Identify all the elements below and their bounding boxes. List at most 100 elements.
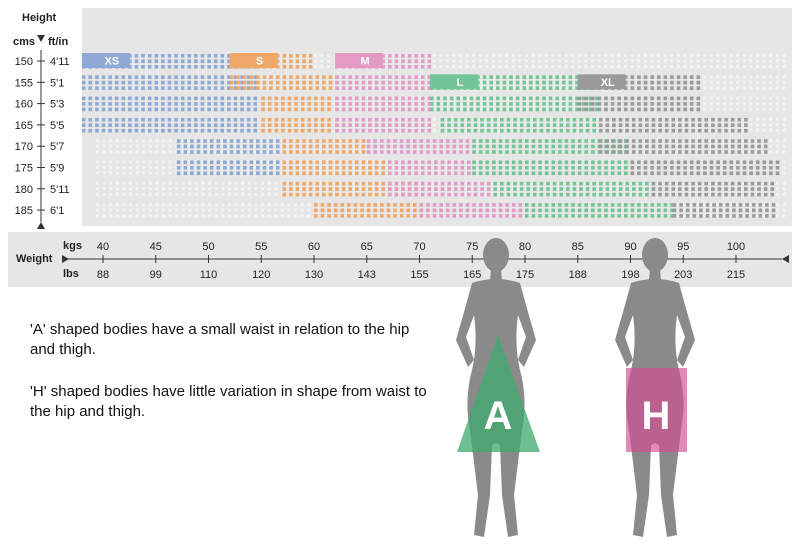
grid-dot xyxy=(782,86,786,90)
size-cell-xs xyxy=(246,86,251,90)
grid-dot xyxy=(96,214,99,218)
grid-dot xyxy=(736,107,740,111)
grid-dot xyxy=(300,181,304,185)
size-cell-l xyxy=(612,187,616,191)
grid-dot xyxy=(366,166,370,169)
size-cell-xs xyxy=(128,75,132,79)
grid-dot xyxy=(287,160,291,164)
size-cell-l xyxy=(670,203,674,207)
size-cell-s xyxy=(366,208,371,213)
size-cell-xl xyxy=(692,208,697,213)
size-cell-l xyxy=(539,123,544,127)
grid-dot xyxy=(261,150,264,154)
grid-dot xyxy=(228,208,231,212)
size-cell-xl xyxy=(717,150,722,154)
grid-dot xyxy=(558,80,561,84)
size-cell-xl xyxy=(763,144,768,149)
size-cell-xs xyxy=(154,86,159,90)
grid-dot xyxy=(709,59,713,63)
grid-dot xyxy=(142,187,146,191)
grid-dot xyxy=(742,102,746,106)
grid-dot xyxy=(492,54,495,57)
grid-dot xyxy=(247,139,251,143)
grid-dot xyxy=(498,54,502,57)
grid-dot xyxy=(294,171,297,175)
size-cell-xs xyxy=(223,166,227,170)
grid-dot xyxy=(181,139,185,143)
grid-dot xyxy=(775,65,779,68)
size-cell-m xyxy=(387,171,392,176)
size-cell-l xyxy=(612,192,616,197)
grid-dot xyxy=(729,54,733,57)
size-cell-s xyxy=(302,144,306,149)
grid-dot xyxy=(280,80,284,84)
size-cell-l xyxy=(531,160,536,165)
grid-dot xyxy=(320,75,324,79)
grid-dot xyxy=(168,214,172,218)
size-cell-s xyxy=(287,107,292,112)
size-cell-l xyxy=(472,144,476,149)
grid-dot xyxy=(630,54,634,57)
size-cell-l xyxy=(519,181,524,186)
grid-dot xyxy=(492,80,495,84)
grid-dot xyxy=(115,208,119,212)
grid-dot xyxy=(525,59,528,63)
grid-dot xyxy=(142,203,146,207)
grid-dot xyxy=(782,171,786,175)
size-cell-l xyxy=(650,214,654,218)
size-cell-xs xyxy=(167,54,172,58)
grid-dot xyxy=(287,181,291,185)
grid-dot xyxy=(102,150,106,154)
grid-dot xyxy=(782,117,786,121)
size-cell-l xyxy=(513,117,517,122)
grid-dot xyxy=(96,192,99,196)
grid-dot xyxy=(175,214,179,218)
grid-dot xyxy=(624,59,627,63)
size-cell-xl xyxy=(737,150,742,154)
size-cell-xl xyxy=(625,128,629,133)
grid-dot xyxy=(782,54,786,57)
size-cell-s xyxy=(314,102,318,106)
grid-dot xyxy=(657,65,660,68)
size-cell-xl xyxy=(671,150,676,154)
grid-dot xyxy=(102,160,106,164)
grid-dot xyxy=(472,107,476,111)
grid-dot xyxy=(148,139,152,143)
size-cell-xl xyxy=(604,102,608,106)
size-cell-xs xyxy=(240,102,244,106)
size-cell-s xyxy=(335,160,339,165)
size-cell-m xyxy=(401,171,405,176)
grid-dot xyxy=(366,171,370,175)
size-cell-xl xyxy=(584,107,588,112)
size-cell-m xyxy=(368,102,372,106)
grid-dot xyxy=(307,150,311,154)
size-cell-m xyxy=(401,123,405,127)
size-cell-s xyxy=(354,181,359,186)
size-cell-s xyxy=(361,192,366,197)
size-cell-xs xyxy=(161,102,165,106)
grid-dot xyxy=(591,54,594,57)
size-cell-s xyxy=(353,214,358,218)
size-cell-s xyxy=(328,150,333,154)
grid-dot xyxy=(577,59,581,63)
size-cell-m xyxy=(394,75,399,79)
size-cell-xl xyxy=(598,123,603,127)
size-cell-s xyxy=(295,65,300,69)
size-cell-xs xyxy=(229,139,234,143)
grid-dot xyxy=(478,96,482,100)
size-cell-xs xyxy=(246,128,251,133)
grid-dot xyxy=(762,123,766,127)
size-cell-l xyxy=(595,107,599,112)
size-cell-l xyxy=(552,128,557,133)
grid-dot xyxy=(769,107,773,111)
size-cell-m xyxy=(511,208,516,213)
size-cell-xl xyxy=(736,160,740,165)
grid-dot xyxy=(274,171,278,175)
size-cell-l xyxy=(579,128,583,133)
size-cell-s xyxy=(348,144,352,149)
grid-dot xyxy=(360,187,363,191)
grid-dot xyxy=(102,171,106,175)
size-cell-xl xyxy=(643,166,648,170)
grid-dot xyxy=(122,203,126,207)
size-cell-s xyxy=(242,86,247,90)
